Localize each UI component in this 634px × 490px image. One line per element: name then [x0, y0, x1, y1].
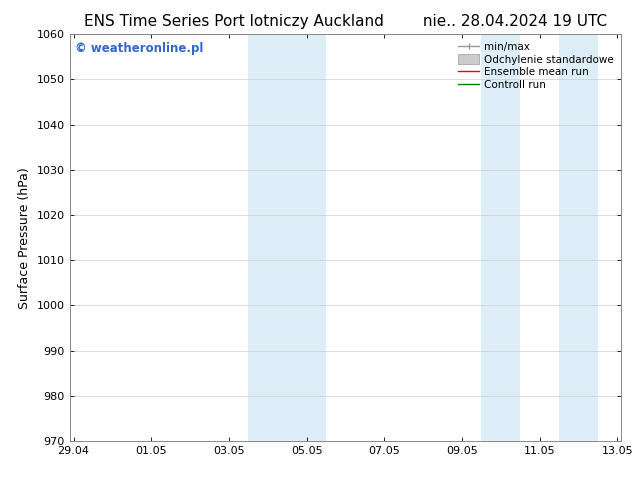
Bar — [287, 34, 326, 441]
Bar — [249, 34, 287, 441]
Y-axis label: Surface Pressure (hPa): Surface Pressure (hPa) — [18, 167, 31, 309]
Title: ENS Time Series Port lotniczy Auckland        nie.. 28.04.2024 19 UTC: ENS Time Series Port lotniczy Auckland n… — [84, 14, 607, 29]
Text: © weatheronline.pl: © weatheronline.pl — [75, 43, 204, 55]
Legend: min/max, Odchylenie standardowe, Ensemble mean run, Controll run: min/max, Odchylenie standardowe, Ensembl… — [456, 40, 616, 93]
Bar — [559, 34, 598, 441]
Bar — [481, 34, 521, 441]
